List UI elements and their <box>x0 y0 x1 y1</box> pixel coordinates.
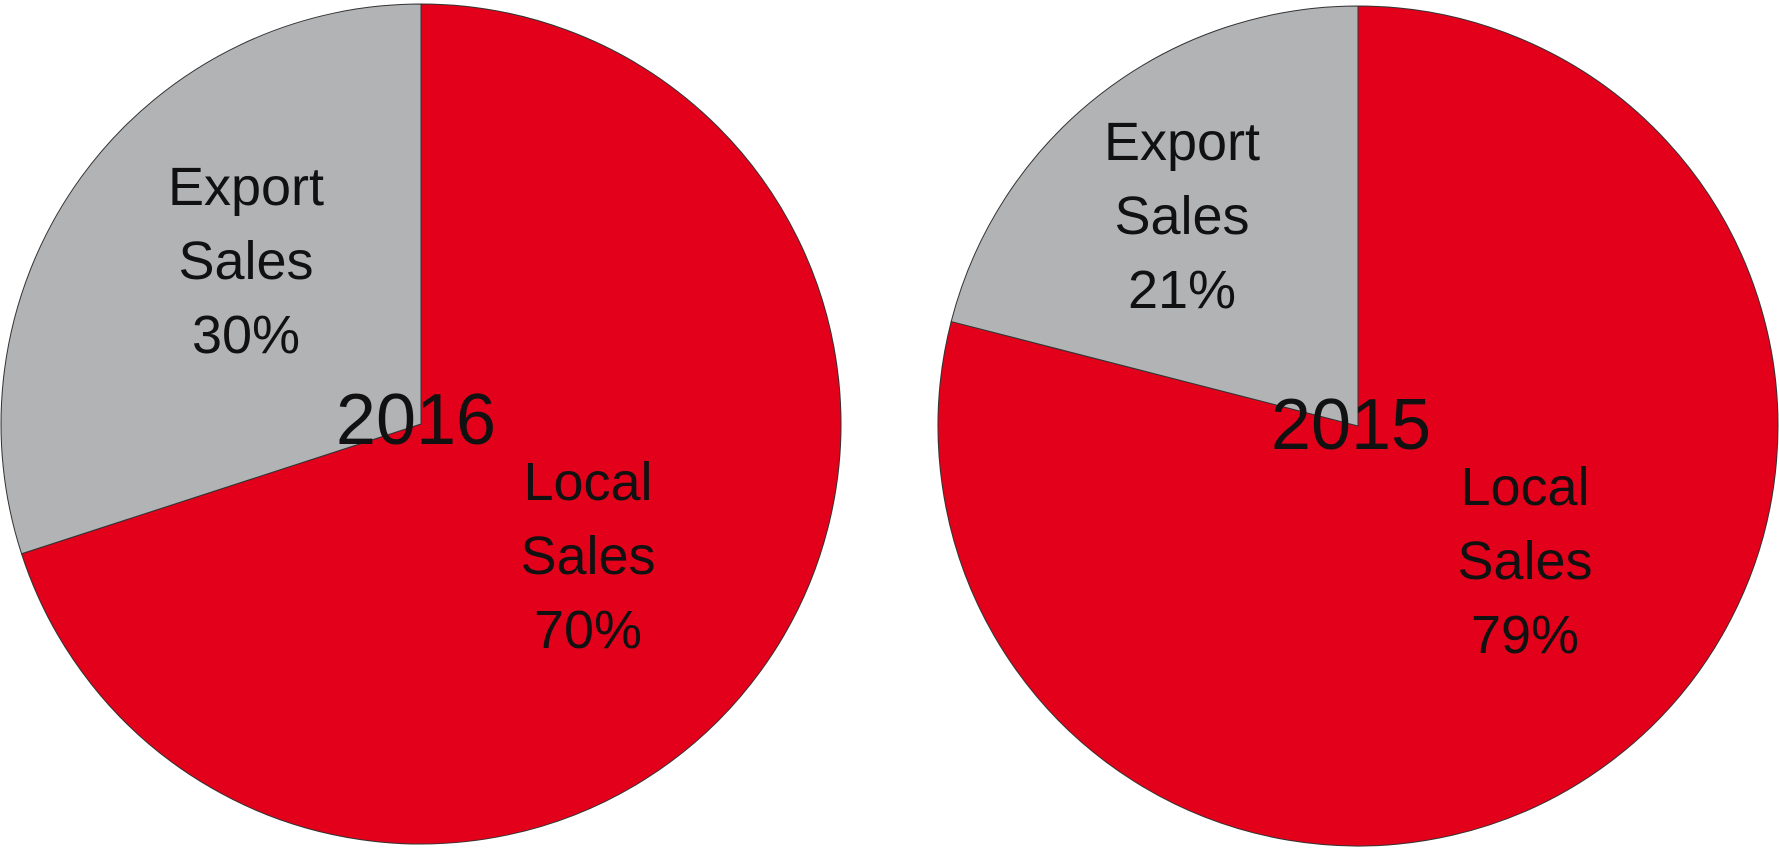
pie-slice-export-sales <box>950 5 1359 427</box>
slice-label-line: Sales <box>1114 186 1249 246</box>
pie-slice-local-sales <box>20 3 842 845</box>
slice-label-export-sales: Export Sales 30% <box>168 157 324 365</box>
slice-label-line: Sales <box>1457 531 1592 591</box>
slice-label-export-sales: Export Sales 21% <box>1104 112 1260 320</box>
slice-label-line: Sales <box>178 231 313 291</box>
pie-slice-export-sales <box>0 3 422 555</box>
pie-chart-2016: Local Sales 70% Export Sales 30% 2016 <box>0 3 842 845</box>
slice-label-line: 70% <box>534 600 642 660</box>
slice-label-line: Local <box>523 452 652 512</box>
slice-label-line: Export <box>168 157 324 217</box>
pie-center-year-label: 2016 <box>336 380 496 460</box>
slice-label-line: 21% <box>1128 260 1236 320</box>
slice-label-local-sales: Local Sales 79% <box>1457 457 1592 665</box>
pie-chart-2015: Local Sales 79% Export Sales 21% 2015 <box>937 5 1779 847</box>
slice-label-line: Export <box>1104 112 1260 172</box>
slice-label-line: Sales <box>520 526 655 586</box>
slice-label-local-sales: Local Sales 70% <box>520 452 655 660</box>
slice-label-line: 30% <box>192 305 300 365</box>
slice-label-line: 79% <box>1471 605 1579 665</box>
slice-label-line: Local <box>1460 457 1589 517</box>
pie-center-year-label: 2015 <box>1271 385 1431 465</box>
